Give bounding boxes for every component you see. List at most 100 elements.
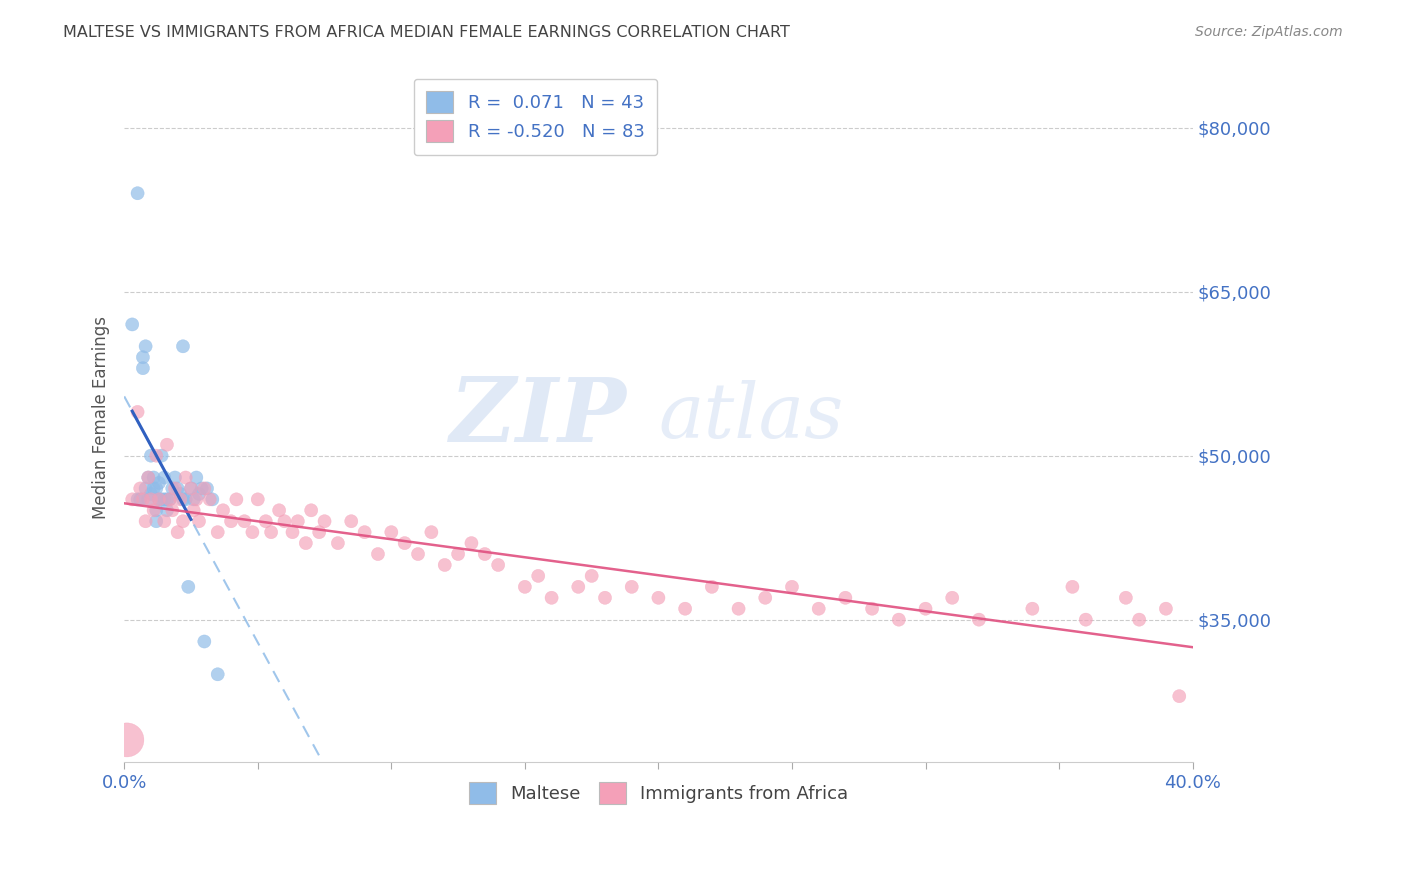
- Point: [150, 492, 173, 507]
- Point: [460, 536, 482, 550]
- Point: [145, 449, 167, 463]
- Point: [212, 503, 235, 517]
- Point: [163, 482, 186, 496]
- Point: [166, 482, 188, 496]
- Point: [153, 514, 176, 528]
- Point: [420, 525, 443, 540]
- Point: [142, 503, 165, 517]
- Point: [135, 339, 157, 353]
- Point: [139, 449, 162, 463]
- Point: [162, 503, 184, 517]
- Point: [139, 487, 162, 501]
- Text: ZIP: ZIP: [450, 374, 626, 460]
- Point: [145, 514, 167, 528]
- Point: [135, 482, 157, 496]
- Point: [887, 613, 910, 627]
- Point: [326, 536, 349, 550]
- Point: [860, 601, 883, 615]
- Point: [159, 492, 181, 507]
- Point: [394, 536, 416, 550]
- Point: [1062, 580, 1084, 594]
- Point: [166, 525, 188, 540]
- Point: [754, 591, 776, 605]
- Point: [129, 492, 152, 507]
- Point: [353, 525, 375, 540]
- Point: [193, 482, 215, 496]
- Point: [914, 601, 936, 615]
- Point: [433, 558, 456, 572]
- Point: [183, 492, 205, 507]
- Point: [190, 482, 212, 496]
- Point: [941, 591, 963, 605]
- Point: [156, 438, 179, 452]
- Point: [1115, 591, 1137, 605]
- Point: [183, 503, 205, 517]
- Point: [136, 470, 159, 484]
- Point: [673, 601, 696, 615]
- Point: [406, 547, 429, 561]
- Point: [195, 482, 218, 496]
- Text: Source: ZipAtlas.com: Source: ZipAtlas.com: [1195, 25, 1343, 39]
- Point: [287, 514, 309, 528]
- Point: [163, 470, 186, 484]
- Point: [142, 470, 165, 484]
- Point: [474, 547, 496, 561]
- Point: [314, 514, 336, 528]
- Point: [159, 492, 181, 507]
- Point: [132, 492, 155, 507]
- Point: [254, 514, 277, 528]
- Point: [135, 514, 157, 528]
- Point: [127, 186, 149, 201]
- Point: [162, 482, 184, 496]
- Point: [186, 470, 208, 484]
- Point: [567, 580, 589, 594]
- Point: [188, 487, 211, 501]
- Point: [193, 634, 215, 648]
- Point: [148, 492, 170, 507]
- Point: [153, 492, 176, 507]
- Point: [1074, 613, 1097, 627]
- Point: [136, 470, 159, 484]
- Point: [132, 361, 155, 376]
- Point: [780, 580, 803, 594]
- Point: [129, 482, 152, 496]
- Point: [172, 492, 194, 507]
- Point: [174, 470, 197, 484]
- Point: [142, 482, 165, 496]
- Point: [260, 525, 283, 540]
- Point: [281, 525, 304, 540]
- Point: [834, 591, 856, 605]
- Point: [246, 492, 269, 507]
- Point: [1154, 601, 1177, 615]
- Point: [593, 591, 616, 605]
- Point: [136, 492, 159, 507]
- Point: [148, 475, 170, 490]
- Point: [527, 569, 550, 583]
- Point: [148, 492, 170, 507]
- Point: [169, 492, 191, 507]
- Point: [647, 591, 669, 605]
- Point: [242, 525, 264, 540]
- Point: [807, 601, 830, 615]
- Point: [380, 525, 402, 540]
- Point: [513, 580, 536, 594]
- Point: [139, 492, 162, 507]
- Point: [180, 482, 202, 496]
- Point: [540, 591, 562, 605]
- Point: [201, 492, 224, 507]
- Point: [150, 449, 173, 463]
- Point: [273, 514, 295, 528]
- Point: [233, 514, 256, 528]
- Point: [1128, 613, 1150, 627]
- Point: [447, 547, 470, 561]
- Point: [700, 580, 723, 594]
- Point: [295, 536, 318, 550]
- Point: [186, 492, 208, 507]
- Point: [145, 482, 167, 496]
- Point: [225, 492, 247, 507]
- Point: [219, 514, 242, 528]
- Point: [180, 482, 202, 496]
- Legend: Maltese, Immigrants from Africa: Maltese, Immigrants from Africa: [458, 771, 859, 814]
- Point: [153, 470, 176, 484]
- Point: [581, 569, 603, 583]
